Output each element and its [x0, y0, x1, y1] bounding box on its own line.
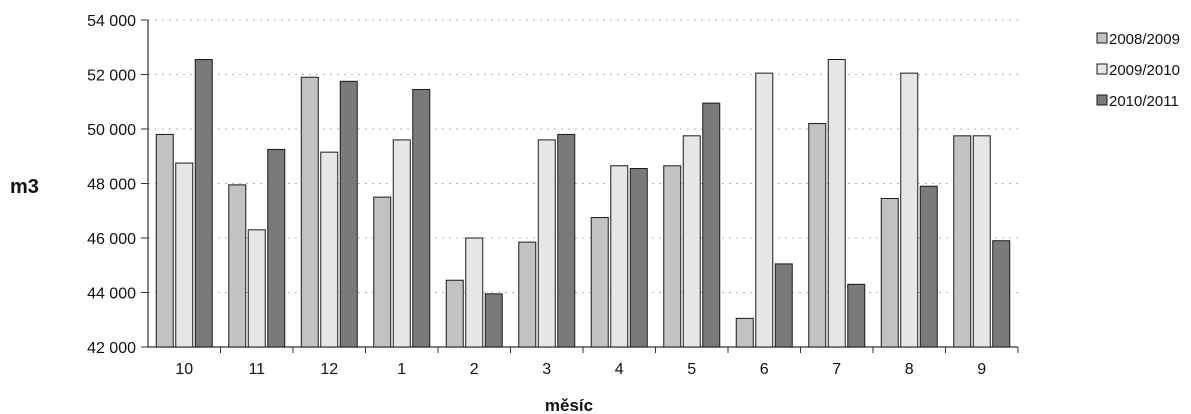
x-tick-label: 3	[542, 361, 551, 378]
y-tick-label: 44 000	[87, 286, 136, 303]
x-tick-label: 6	[760, 361, 769, 378]
y-tick-label: 54 000	[87, 13, 136, 30]
y-tick-label: 52 000	[87, 68, 136, 85]
x-tick-label: 1	[397, 361, 406, 378]
y-tick-label: 48 000	[87, 177, 136, 194]
x-axis-title: měsíc	[545, 396, 593, 414]
bar-2008-2009-m7	[808, 123, 827, 348]
bar-2010-2011-m7	[847, 283, 866, 348]
bar-2009-2010-m10	[175, 162, 194, 348]
bar-2009-2010-m8	[900, 72, 919, 348]
bar-2009-2010-m12	[320, 151, 339, 348]
y-tick-label: 42 000	[87, 340, 136, 357]
bar-2010-2011-m4	[629, 168, 648, 348]
bar-2008-2009-m11	[228, 184, 247, 348]
bar-2008-2009-m12	[300, 76, 319, 348]
y-tick-label: 50 000	[87, 122, 136, 139]
axes	[141, 19, 1019, 353]
bar-2008-2009-m10	[155, 133, 174, 348]
tick-labels: 42 000 44 000 46 000 48 000 50 000 52 000 54 0…	[87, 13, 986, 378]
bar-2010-2011-m9	[992, 240, 1011, 348]
bar-2008-2009-m6	[735, 317, 754, 348]
bar-2009-2010-m2	[465, 237, 484, 348]
legend: 2008/2009 2009/2010 2010/2011	[1096, 31, 1180, 110]
bar-2010-2011-m8	[919, 185, 938, 348]
bar-2008-2009-m4	[590, 217, 609, 348]
bar-2010-2011-m10	[194, 59, 213, 348]
legend-label: 2008/2009	[1109, 31, 1180, 48]
x-tick-label: 11	[248, 361, 265, 378]
bar-2008-2009-m3	[518, 241, 537, 348]
bar-2010-2011-m2	[484, 293, 503, 348]
bar-2009-2010-m6	[755, 72, 774, 348]
bar-2008-2009-m5	[663, 165, 682, 348]
legend-swatch	[1096, 94, 1108, 106]
bars	[155, 59, 1011, 348]
legend-swatch	[1096, 63, 1108, 75]
bar-2010-2011-m12	[339, 80, 358, 348]
bar-2009-2010-m11	[247, 229, 266, 348]
bar-2009-2010-m5	[682, 135, 701, 348]
x-tick-label: 9	[977, 361, 986, 378]
bar-2008-2009-m2	[445, 279, 464, 348]
legend-label: 2010/2011	[1109, 93, 1179, 110]
x-tick-label: 2	[470, 361, 479, 378]
bar-2009-2010-m7	[827, 59, 846, 348]
x-tick-label: 8	[905, 361, 914, 378]
bar-2008-2009-m1	[373, 196, 392, 348]
bar-2009-2010-m4	[610, 165, 629, 348]
bar-2010-2011-m3	[557, 133, 576, 348]
y-tick-label: 46 000	[87, 231, 136, 248]
bar-2008-2009-m9	[953, 135, 972, 348]
gridlines	[148, 19, 1018, 293]
legend-label: 2009/2010	[1109, 62, 1180, 79]
bar-2010-2011-m11	[267, 148, 286, 348]
bar-2008-2009-m8	[880, 197, 899, 348]
legend-swatch	[1096, 32, 1108, 44]
x-tick-label: 4	[615, 361, 624, 378]
bar-2009-2010-m9	[972, 135, 991, 348]
y-axis-title: m3	[10, 176, 39, 198]
bar-2010-2011-m1	[412, 88, 431, 348]
bar-2010-2011-m6	[774, 263, 793, 348]
bar-2010-2011-m5	[702, 102, 721, 348]
x-tick-label: 7	[832, 361, 841, 378]
x-tick-label: 5	[687, 361, 696, 378]
x-tick-label: 12	[320, 361, 338, 378]
bar-2009-2010-m1	[392, 139, 411, 348]
bar-2009-2010-m3	[537, 139, 556, 348]
x-tick-label: 10	[175, 361, 193, 378]
